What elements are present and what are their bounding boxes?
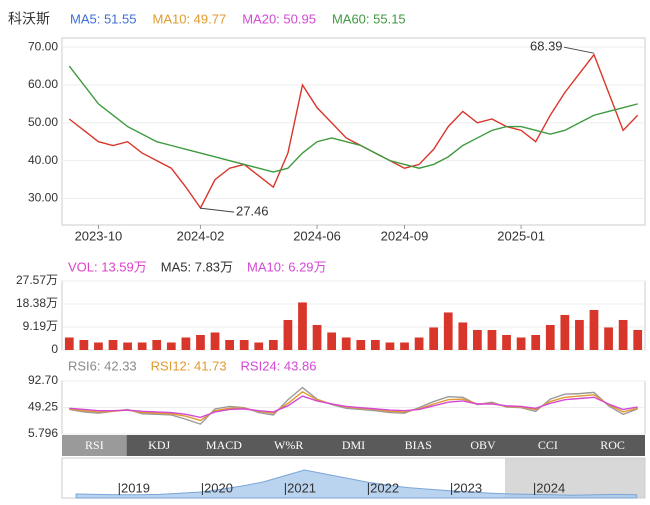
volume-bar (429, 327, 439, 350)
volume-bar (312, 324, 322, 350)
volume-bar (254, 342, 264, 350)
legend-entry: MA20: 50.95 (242, 11, 316, 26)
series-line (68, 53, 639, 210)
annotation: 68.39 (530, 39, 563, 54)
volume-bar (152, 339, 162, 350)
nav-window (505, 458, 645, 498)
volume-bar (458, 322, 468, 350)
volume-bar (560, 314, 570, 350)
series-line (68, 65, 638, 173)
y-tick-label: 60.00 (28, 77, 58, 91)
x-tick-label: 2024-06 (293, 228, 341, 243)
x-tick-label: 2025-01 (497, 228, 545, 243)
volume-bar (94, 342, 103, 350)
volume-bar (64, 337, 74, 350)
volume-bar (545, 324, 555, 350)
nav-year-label: |2024 (533, 480, 565, 495)
nav-year-label: |2023 (450, 480, 482, 495)
volume-bar (443, 312, 453, 350)
volume-bar (166, 342, 176, 350)
legend-entry: MA5: 51.55 (70, 11, 137, 26)
volume-bar (79, 339, 89, 350)
volume-bar (618, 319, 628, 350)
volume-bar (356, 339, 366, 350)
legend-entry: RSI6: 42.33 (68, 358, 137, 373)
annotation-arrow (199, 207, 235, 213)
y-tick-label: 5.796 (28, 426, 58, 440)
nav-year-label: |2020 (201, 480, 233, 495)
volume-bar (531, 334, 541, 350)
volume-bar (196, 334, 205, 350)
volume-bar (370, 339, 380, 350)
x-tick-label: 2024-02 (177, 228, 225, 243)
volume-bar (327, 332, 337, 350)
x-tick-label: 2024-09 (381, 228, 429, 243)
y-tick-label: 70.00 (28, 39, 58, 53)
legend-entry: RSI24: 43.86 (241, 358, 317, 373)
tab[interactable]: BIAS (405, 438, 432, 452)
tab[interactable]: RSI (85, 438, 104, 452)
tab[interactable]: CCI (538, 438, 558, 452)
y-tick-label: 27.57万 (16, 273, 58, 287)
y-tick-label: 0 (51, 342, 58, 356)
tab-bar (62, 435, 645, 456)
nav-year-label: |2021 (284, 480, 316, 495)
tab-selected[interactable] (62, 435, 127, 456)
y-tick-label: 50.00 (28, 115, 58, 129)
tab[interactable]: W%R (274, 438, 303, 452)
volume-bar (487, 329, 497, 350)
tab[interactable]: MACD (206, 438, 242, 452)
volume-bar (473, 329, 482, 350)
y-tick-label: 30.00 (28, 191, 58, 205)
nav-area (75, 469, 638, 499)
volume-bar (341, 337, 351, 350)
stock-name: 科沃斯 (8, 11, 50, 27)
nav-year-label: |2019 (118, 480, 150, 495)
legend-entry: MA10: 49.77 (153, 11, 227, 26)
volume-bar (298, 302, 307, 350)
volume-bar (268, 339, 278, 350)
volume-bar (589, 309, 599, 350)
legend-entry: MA10: 6.29万 (247, 259, 327, 274)
series-line (69, 395, 638, 419)
volume-bar (633, 329, 643, 350)
tab[interactable]: OBV (470, 438, 496, 452)
volume-bar (137, 342, 147, 350)
legend-entry: RSI12: 41.73 (151, 358, 227, 373)
volume-bar (283, 319, 293, 350)
y-tick-label: 40.00 (28, 153, 58, 167)
y-tick-label: 9.19万 (23, 319, 58, 333)
volume-bar (502, 334, 511, 350)
volume-bar (575, 319, 584, 350)
legend-entry: MA60: 55.15 (332, 11, 406, 26)
legend-entry: MA5: 7.83万 (161, 259, 233, 274)
y-tick-label: 92.70 (28, 373, 58, 387)
volume-bar (123, 342, 132, 350)
y-tick-label: 49.25 (28, 400, 58, 414)
y-tick-label: 18.38万 (16, 296, 58, 310)
annotation: 27.46 (236, 204, 269, 219)
volume-bar (516, 337, 526, 350)
volume-bar (210, 332, 220, 350)
volume-bar (400, 342, 409, 350)
volume-bar (181, 337, 191, 350)
panel-frame (61, 37, 646, 226)
volume-bar (604, 327, 613, 350)
nav-year-label: |2022 (367, 480, 399, 495)
tab[interactable]: KDJ (148, 438, 170, 452)
tab[interactable]: DMI (342, 438, 365, 452)
tab[interactable]: ROC (600, 438, 625, 452)
volume-bar (225, 339, 234, 350)
volume-bar (239, 339, 249, 350)
volume-bar (108, 339, 118, 350)
x-tick-label: 2023-10 (75, 228, 123, 243)
legend-entry: VOL: 13.59万 (68, 259, 147, 274)
volume-bar (414, 337, 424, 350)
annotation-arrow (563, 46, 595, 54)
volume-bar (385, 342, 395, 350)
